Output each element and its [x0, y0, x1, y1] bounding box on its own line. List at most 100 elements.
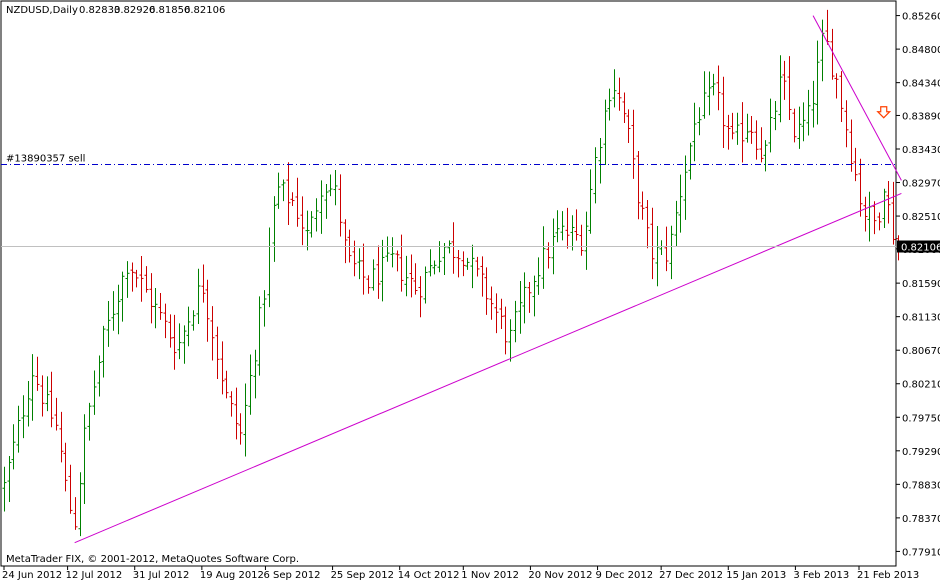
ohlc-bar: [30, 354, 35, 421]
ohlc-bar: [16, 405, 21, 453]
ohlc-bar: [257, 296, 262, 376]
ohlc-bar: [295, 177, 300, 227]
current-price-label: 0.82106: [901, 243, 940, 254]
ohlc-bar: [205, 279, 210, 342]
time-tick-label: 19 Aug 2012: [200, 570, 264, 581]
price-tick-label: 0.83890: [902, 111, 940, 122]
ohlc-bar: [834, 73, 839, 99]
ohlc-bar: [144, 266, 149, 293]
ohlc-bar: [7, 455, 12, 503]
ohlc-bar: [499, 298, 504, 330]
ohlc-bar: [328, 174, 333, 197]
ohlc-bar: [839, 71, 844, 122]
ohlc-bar: [603, 99, 608, 166]
ohlc-bar: [272, 196, 277, 262]
ohlc-bar: [664, 226, 669, 272]
ohlc-bar: [343, 219, 348, 264]
ohlc-bar: [773, 101, 778, 131]
ohlc-bar: [631, 109, 636, 179]
ohlc-bar: [475, 256, 480, 277]
ohlc-bar: [721, 76, 726, 149]
ohlc-bar: [655, 225, 660, 287]
time-axis: 24 Jun 2012 12 Jul 2012 31 Jul 2012 19 Aug …: [2, 566, 919, 581]
ohlc-bar: [707, 71, 712, 116]
ohlc-bar: [801, 102, 806, 142]
ohlc-bar: [286, 162, 291, 226]
ohlc-bar: [759, 127, 764, 163]
sell-arrow-icon: [876, 106, 892, 119]
ohlc-bar: [45, 376, 50, 412]
ohlc-bar: [778, 55, 783, 123]
ohlc-bar: [522, 272, 527, 324]
price-bars: [2, 9, 901, 537]
ohlc-bar: [797, 106, 802, 149]
ohlc-bar: [740, 102, 745, 163]
ohlc-bar: [858, 158, 863, 217]
ohlc-bar: [413, 263, 418, 295]
ohlc-bar: [891, 181, 896, 245]
time-tick-label: 6 Sep 2012: [263, 570, 320, 581]
ohlc-bar: [281, 179, 286, 202]
time-tick-label: 14 Oct 2012: [398, 570, 460, 581]
price-tick-label: 0.80210: [902, 380, 940, 391]
price-tick-label: 0.84340: [902, 79, 940, 90]
ohlc-bar: [461, 251, 466, 277]
ohlc-bar: [158, 292, 163, 320]
ohlc-bar: [702, 71, 707, 119]
ohlc-bar: [68, 464, 73, 514]
ohlc-bar: [518, 281, 523, 334]
ohlc-close: 0.82106: [184, 5, 225, 16]
ohlc-bar: [617, 77, 622, 111]
trendline[interactable]: [812, 15, 902, 181]
ohlc-bar: [314, 198, 319, 232]
current-price-box: [897, 240, 940, 253]
ohlc-bar: [73, 497, 78, 530]
ohlc-bar: [35, 356, 40, 391]
ohlc-bar: [541, 226, 546, 289]
ohlc-bar: [324, 184, 329, 219]
ohlc-bar: [120, 271, 125, 322]
ohlc-bar: [768, 98, 773, 153]
ohlc-bar: [763, 140, 768, 172]
time-tick-label: 24 Jun 2012: [2, 570, 62, 581]
time-tick-label: 1 Nov 2012: [461, 570, 519, 581]
ohlc-bar: [168, 314, 173, 348]
ohlc-bar: [21, 395, 26, 439]
ohlc-bar: [11, 424, 16, 470]
ohlc-bar: [598, 137, 603, 184]
trendline[interactable]: [74, 193, 902, 544]
ohlc-open: 0.82833: [79, 5, 120, 16]
ohlc-bar: [754, 120, 759, 160]
ohlc-bar: [688, 142, 693, 180]
price-tick-label: 0.80670: [902, 346, 940, 357]
price-tick-label: 0.83430: [902, 145, 940, 156]
ohlc-bar: [319, 180, 324, 234]
ohlc-bar: [191, 310, 196, 331]
ohlc-bar: [872, 201, 877, 235]
order-line-label: #13890357 sell: [6, 154, 85, 165]
ohlc-bar: [92, 370, 97, 415]
ohlc-bar: [645, 200, 650, 249]
ohlc-bar: [186, 306, 191, 347]
ohlc-bar: [484, 267, 489, 315]
ohlc-bar: [465, 257, 470, 270]
ohlc-bar: [711, 73, 716, 96]
ohlc-bar: [565, 207, 570, 249]
ohlc-bar: [480, 256, 485, 297]
time-tick-label: 20 Nov 2012: [528, 570, 592, 581]
ohlc-bar: [574, 209, 579, 241]
ohlc-bar: [172, 314, 177, 370]
ohlc-bar: [423, 266, 428, 304]
ohlc-bar: [508, 319, 513, 362]
ohlc-bar: [305, 210, 310, 251]
copyright-text: MetaTrader FIX, © 2001-2012, MetaQuotes …: [6, 554, 299, 565]
ohlc-low: 0.81856: [149, 5, 190, 16]
ohlc-bar: [248, 354, 253, 415]
ohlc-bar: [470, 244, 475, 289]
ohlc-bar: [494, 293, 499, 334]
ohlc-bar: [622, 92, 627, 123]
ohlc-bar: [532, 275, 537, 317]
ohlc-bar: [825, 9, 830, 45]
ohlc-bar: [87, 402, 92, 441]
ohlc-bar: [59, 411, 64, 463]
